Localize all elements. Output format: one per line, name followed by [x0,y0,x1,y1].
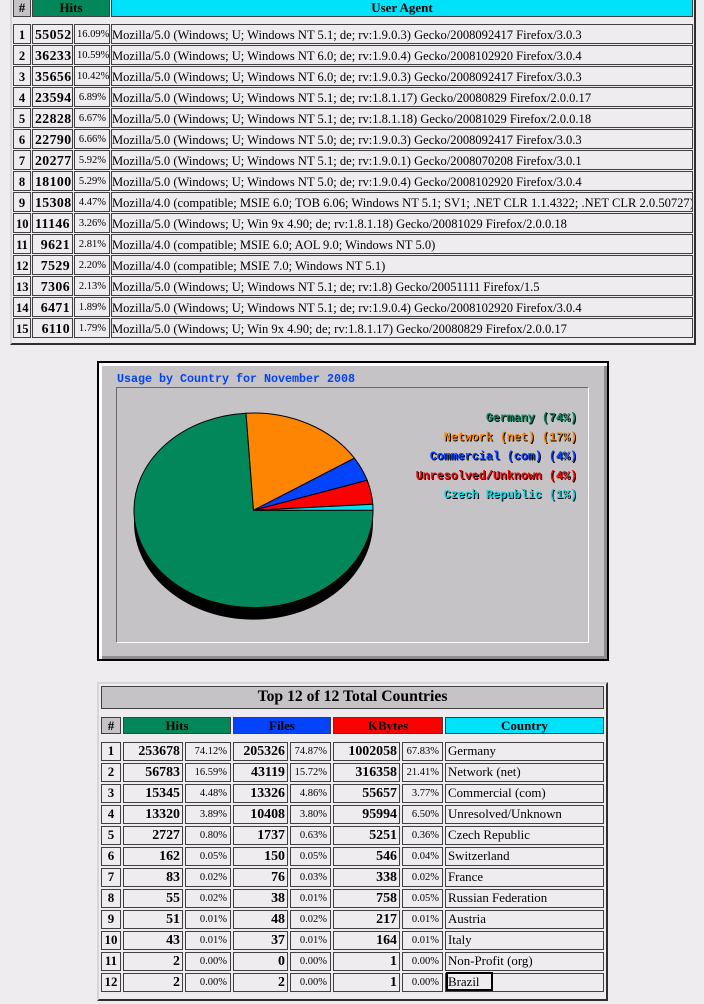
svg-text:Commercial (com) (4%): Commercial (com) (4%) [430,450,577,464]
svg-text:Usage by Country for November: Usage by Country for November 2008 [117,372,355,386]
svg-text:Czech Republic (1%): Czech Republic (1%) [444,488,577,502]
svg-text:Germany (74%): Germany (74%) [486,411,577,425]
svg-text:Network (net) (17%): Network (net) (17%) [444,430,577,444]
svg-text:Unresolved/Unknown (4%): Unresolved/Unknown (4%) [416,469,577,483]
